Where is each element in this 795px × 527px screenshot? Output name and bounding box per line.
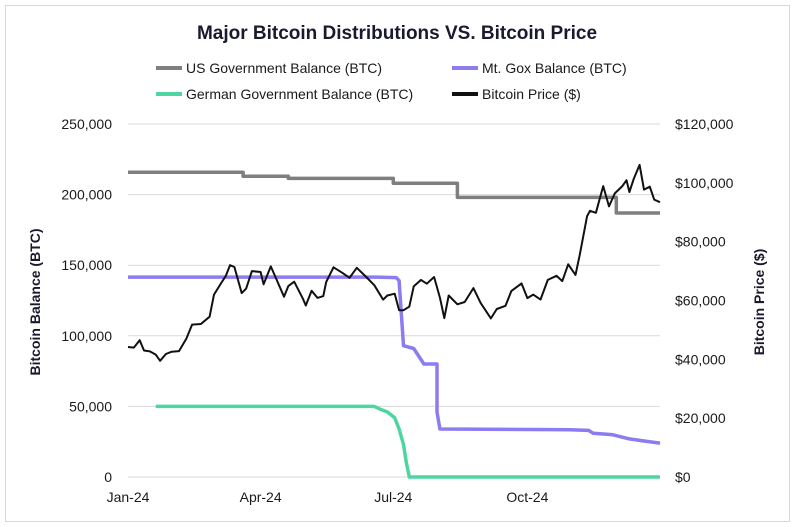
legend-label-bitcoin-price: Bitcoin Price ($) — [482, 86, 581, 102]
series-line-german-government-balance-btc — [155, 404, 660, 479]
x-tick-label: Apr-24 — [240, 489, 282, 505]
y-right-tick-label: $0 — [675, 469, 691, 485]
legend-label-us-government: US Government Balance (BTC) — [186, 60, 382, 76]
y-right-tick-label: $80,000 — [675, 234, 726, 250]
legend-item-mt-gox: Mt. Gox Balance (BTC) — [452, 60, 627, 76]
y-right-tick-label: $120,000 — [675, 116, 734, 132]
legend: US Government Balance (BTC) Mt. Gox Bala… — [156, 60, 627, 102]
y-right-tick-label: $100,000 — [675, 175, 734, 191]
chart-title: Major Bitcoin Distributions VS. Bitcoin … — [197, 23, 597, 44]
x-tick-label: Jul-24 — [374, 489, 412, 505]
y-left-tick-label: 50,000 — [69, 398, 112, 414]
gridlines — [128, 123, 660, 478]
y-right-tick-label: $40,000 — [675, 351, 726, 367]
chart-frame — [5, 5, 790, 522]
legend-item-german-government: German Government Balance (BTC) — [156, 86, 413, 102]
x-tick-label: Oct-24 — [506, 489, 548, 505]
y-left-tick-label: 250,000 — [61, 116, 112, 132]
y-right-tick-label: $20,000 — [675, 410, 726, 426]
y-left-tick-label: 200,000 — [61, 187, 112, 203]
legend-item-bitcoin-price: Bitcoin Price ($) — [452, 86, 581, 102]
y-axis-right-label: Bitcoin Price ($) — [751, 249, 767, 356]
y-left-tick-label: 100,000 — [61, 328, 112, 344]
series-lines — [127, 163, 661, 479]
series-line-us-government-balance-btc — [128, 170, 660, 215]
y-right-tick-label: $60,000 — [675, 293, 726, 309]
y-left-tick-label: 0 — [104, 469, 112, 485]
series-line-bitcoin-price — [127, 163, 661, 362]
legend-label-german-government: German Government Balance (BTC) — [186, 86, 413, 102]
legend-label-mt-gox: Mt. Gox Balance (BTC) — [482, 60, 627, 76]
axes: 0 50,000 100,000 150,000 200,000 250,000 $0 $20… — [61, 116, 733, 505]
x-tick-label: Jan-24 — [107, 489, 150, 505]
series-line-mt-gox-balance-btc — [128, 275, 661, 445]
y-axis-left-label: Bitcoin Balance (BTC) — [27, 228, 43, 375]
legend-item-us-government: US Government Balance (BTC) — [156, 60, 382, 76]
y-left-tick-label: 150,000 — [61, 257, 112, 273]
